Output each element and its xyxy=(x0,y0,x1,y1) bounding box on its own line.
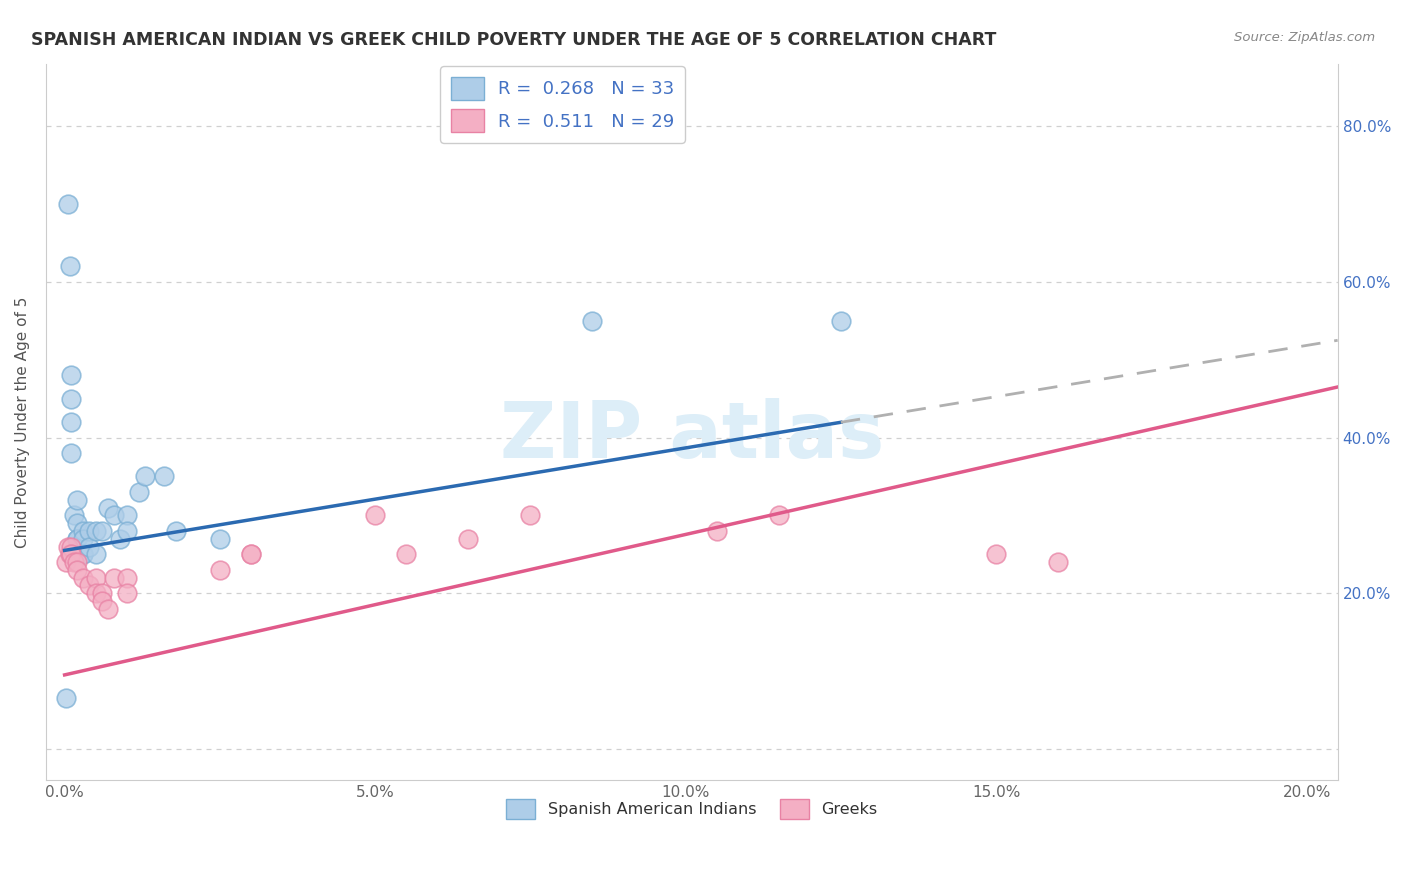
Point xyxy=(208,532,231,546)
Point xyxy=(153,469,176,483)
Point xyxy=(97,500,120,515)
Point xyxy=(830,314,852,328)
Point xyxy=(66,555,89,569)
Point xyxy=(72,524,94,538)
Point xyxy=(79,540,101,554)
Point xyxy=(208,563,231,577)
Point xyxy=(66,532,89,546)
Point xyxy=(103,508,125,523)
Point xyxy=(364,508,387,523)
Point xyxy=(90,586,112,600)
Point xyxy=(1047,555,1070,569)
Point xyxy=(72,547,94,561)
Text: Source: ZipAtlas.com: Source: ZipAtlas.com xyxy=(1234,31,1375,45)
Point xyxy=(66,492,89,507)
Point xyxy=(63,508,86,523)
Point xyxy=(66,516,89,531)
Point xyxy=(58,547,80,561)
Point xyxy=(59,368,82,383)
Point xyxy=(72,571,94,585)
Point xyxy=(63,555,86,569)
Point xyxy=(79,524,101,538)
Point xyxy=(103,571,125,585)
Point xyxy=(239,547,262,561)
Point xyxy=(59,547,82,561)
Point xyxy=(457,532,479,546)
Point xyxy=(134,469,156,483)
Point xyxy=(768,508,790,523)
Y-axis label: Child Poverty Under the Age of 5: Child Poverty Under the Age of 5 xyxy=(15,296,30,548)
Point xyxy=(72,547,94,561)
Point xyxy=(84,524,107,538)
Point xyxy=(84,547,107,561)
Point xyxy=(55,691,77,706)
Point xyxy=(84,586,107,600)
Point xyxy=(110,532,132,546)
Point xyxy=(984,547,1007,561)
Point xyxy=(706,524,728,538)
Point xyxy=(58,260,80,274)
Point xyxy=(115,524,138,538)
Point xyxy=(79,578,101,592)
Point xyxy=(90,524,112,538)
Point xyxy=(581,314,603,328)
Point xyxy=(115,571,138,585)
Point xyxy=(56,540,79,554)
Legend: Spanish American Indians, Greeks: Spanish American Indians, Greeks xyxy=(499,792,884,826)
Point xyxy=(115,586,138,600)
Point xyxy=(395,547,418,561)
Point xyxy=(66,532,89,546)
Point xyxy=(115,508,138,523)
Point xyxy=(59,392,82,406)
Point xyxy=(97,601,120,615)
Point xyxy=(84,571,107,585)
Point xyxy=(165,524,187,538)
Point xyxy=(128,485,150,500)
Point xyxy=(239,547,262,561)
Point xyxy=(66,563,89,577)
Text: ZIP atlas: ZIP atlas xyxy=(499,399,884,475)
Point xyxy=(59,415,82,429)
Point xyxy=(59,446,82,460)
Point xyxy=(519,508,541,523)
Point xyxy=(56,197,79,211)
Point xyxy=(72,532,94,546)
Text: SPANISH AMERICAN INDIAN VS GREEK CHILD POVERTY UNDER THE AGE OF 5 CORRELATION CH: SPANISH AMERICAN INDIAN VS GREEK CHILD P… xyxy=(31,31,997,49)
Point xyxy=(55,555,77,569)
Point xyxy=(90,594,112,608)
Point xyxy=(59,540,82,554)
